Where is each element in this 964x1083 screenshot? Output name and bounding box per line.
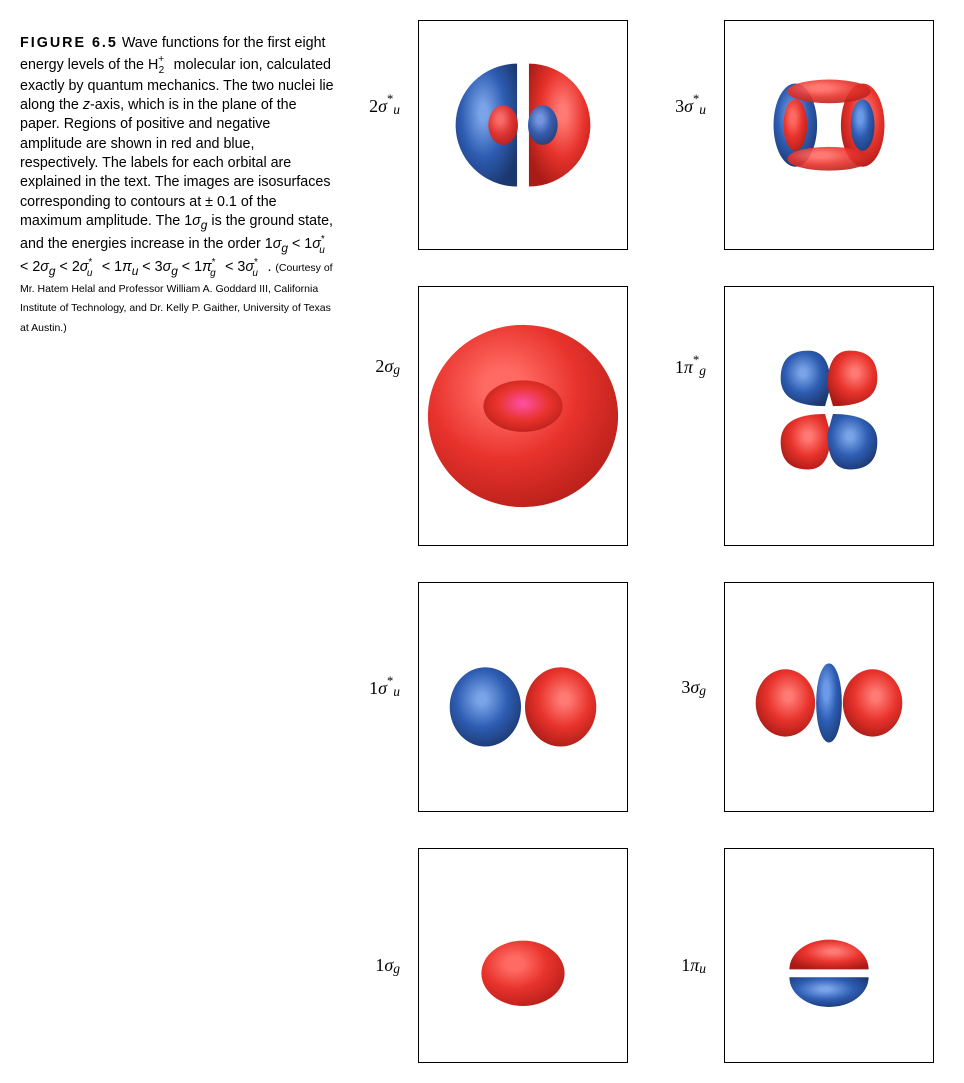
orbital-2-sigma-u-star-label: 2σ*u — [350, 94, 400, 117]
orbital-3-sigma-u-star — [724, 20, 934, 250]
figure-caption: FIGURE 6.5 Wave functions for the first … — [20, 34, 336, 337]
figure-6-5: FIGURE 6.5 Wave functions for the first … — [20, 20, 944, 1063]
figure-label: FIGURE 6.5 — [20, 35, 118, 51]
orbital-1-sigma-g-label: 1σg — [350, 955, 400, 976]
orbital-2-sigma-g — [418, 286, 628, 546]
orbital-1-pi-g-star-label: 1π*g — [646, 355, 706, 378]
caption-column: FIGURE 6.5 Wave functions for the first … — [20, 20, 350, 351]
orbital-1-sigma-g — [418, 848, 628, 1063]
orbital-1-sigma-u-star-label: 1σ*u — [350, 676, 400, 699]
orbital-1-pi-g-star — [724, 286, 934, 546]
orbital-1-pi-u-label: 1πu — [646, 955, 706, 976]
orbital-3-sigma-u-star-label: 3σ*u — [646, 94, 706, 117]
figure-caption-text: Wave functions for the first eight energ… — [20, 35, 334, 274]
orbital-grid: 2σ*u 3σ*u 2σg 1π*g 1σ*u 3σg 1σg 1πu — [350, 20, 944, 1063]
orbital-1-pi-u — [724, 848, 934, 1063]
orbital-1-sigma-u-star — [418, 582, 628, 812]
orbital-3-sigma-g-label: 3σg — [646, 677, 706, 698]
orbital-3-sigma-g — [724, 582, 934, 812]
orbital-grid-column: 2σ*u 3σ*u 2σg 1π*g 1σ*u 3σg 1σg 1πu — [350, 20, 944, 1063]
orbital-2-sigma-g-label: 2σg — [350, 356, 400, 377]
orbital-2-sigma-u-star — [418, 20, 628, 250]
